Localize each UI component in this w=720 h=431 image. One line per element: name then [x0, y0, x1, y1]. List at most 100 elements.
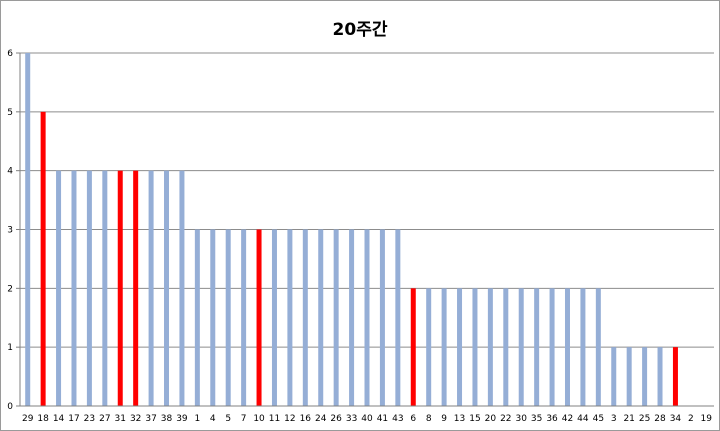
- x-tick-label: 21: [623, 414, 634, 424]
- chart-title: 20주간: [332, 20, 388, 40]
- x-tick-label: 6: [410, 414, 416, 424]
- bar-4: [210, 229, 216, 406]
- bar-16: [302, 229, 308, 406]
- bar-21: [626, 347, 632, 406]
- x-tick-label: 26: [330, 414, 342, 424]
- bar-17: [71, 170, 77, 406]
- x-tick-label: 7: [241, 414, 247, 424]
- y-tick-label: 2: [7, 284, 13, 294]
- bar-29: [25, 53, 31, 406]
- bar-42: [564, 288, 570, 406]
- x-tick-label: 12: [284, 414, 295, 424]
- bar-28: [657, 347, 663, 406]
- x-tick-labels: 29 18 14 17 23 27 31 32 37 38 39 1 4 5 7 10 11 12 16 24 26 33…: [22, 414, 712, 424]
- bar-40: [364, 229, 370, 406]
- y-tick-label: 5: [7, 108, 13, 118]
- axes: [19, 53, 714, 407]
- x-tick-label: 31: [115, 414, 126, 424]
- x-tick-label: 24: [315, 414, 327, 424]
- x-tick-label: 44: [577, 414, 589, 424]
- x-tick-label: 8: [426, 414, 432, 424]
- x-tick-label: 39: [176, 414, 188, 424]
- bar-9: [441, 288, 447, 406]
- bar-22: [503, 288, 509, 406]
- x-tick-label: 1: [194, 414, 200, 424]
- bar-15: [472, 288, 478, 406]
- bar-44: [580, 288, 586, 406]
- bar-41: [379, 229, 385, 406]
- x-tick-label: 38: [161, 414, 173, 424]
- bar-45: [595, 288, 601, 406]
- bar-32: [133, 170, 139, 406]
- x-tick-label: 2: [688, 414, 694, 424]
- x-tick-label: 17: [68, 414, 79, 424]
- bar-6: [410, 288, 416, 406]
- x-tick-label: 33: [346, 414, 357, 424]
- x-tick-label: 11: [269, 414, 280, 424]
- x-tick-label: 41: [377, 414, 388, 424]
- bar-39: [179, 170, 185, 406]
- x-tick-label: 20: [485, 414, 497, 424]
- x-tick-label: 37: [145, 414, 156, 424]
- x-tick-label: 23: [84, 414, 95, 424]
- x-tick-label: 36: [546, 414, 558, 424]
- bar-25: [642, 347, 648, 406]
- bar-14: [56, 170, 62, 406]
- x-tick-label: 40: [361, 414, 373, 424]
- x-tick-label: 19: [701, 414, 713, 424]
- x-tick-label: 13: [454, 414, 465, 424]
- x-tick-label: 27: [99, 414, 110, 424]
- y-tick-label: 3: [7, 226, 13, 236]
- x-tick-label: 32: [130, 414, 141, 424]
- bar-26: [333, 229, 339, 406]
- bar-23: [86, 170, 92, 406]
- x-tick-label: 42: [562, 414, 573, 424]
- y-tick-label: 0: [7, 402, 13, 412]
- x-tick-label: 18: [37, 414, 49, 424]
- x-tick-label: 28: [654, 414, 666, 424]
- bar-7: [241, 229, 247, 406]
- bar-34: [672, 347, 678, 406]
- bar-38: [164, 170, 170, 406]
- bar-36: [549, 288, 555, 406]
- bar-5: [225, 229, 231, 406]
- x-tick-label: 22: [500, 414, 511, 424]
- bar-35: [534, 288, 540, 406]
- x-tick-label: 14: [53, 414, 65, 424]
- bar-30: [518, 288, 524, 406]
- bar-18: [40, 111, 46, 406]
- x-tick-label: 30: [515, 414, 527, 424]
- bar-37: [148, 170, 154, 406]
- x-tick-label: 4: [210, 414, 216, 424]
- x-tick-label: 15: [469, 414, 480, 424]
- x-tick-label: 16: [300, 414, 312, 424]
- bar-24: [318, 229, 324, 406]
- x-tick-label: 9: [441, 414, 447, 424]
- bars: [25, 53, 678, 406]
- y-tick-label: 4: [7, 167, 13, 177]
- x-tick-label: 35: [531, 414, 542, 424]
- x-tick-label: 29: [22, 414, 34, 424]
- x-tick-label: 3: [611, 414, 617, 424]
- bar-27: [102, 170, 108, 406]
- x-tick-label: 10: [253, 414, 265, 424]
- x-tick-label: 43: [392, 414, 403, 424]
- bar-10: [256, 229, 262, 406]
- bar-11: [271, 229, 277, 406]
- y-tick-labels: 0 1 2 3 4 5 6: [7, 49, 13, 412]
- y-tick-label: 1: [7, 343, 13, 353]
- bar-12: [287, 229, 293, 406]
- bar-43: [395, 229, 401, 406]
- bar-13: [457, 288, 463, 406]
- x-tick-label: 34: [670, 414, 682, 424]
- x-tick-label: 45: [593, 414, 604, 424]
- y-tick-label: 6: [7, 49, 13, 59]
- x-tick-label: 5: [225, 414, 231, 424]
- bar-3: [611, 347, 617, 406]
- bar-20: [487, 288, 493, 406]
- bar-8: [426, 288, 432, 406]
- bar-31: [117, 170, 123, 406]
- bar-33: [349, 229, 355, 406]
